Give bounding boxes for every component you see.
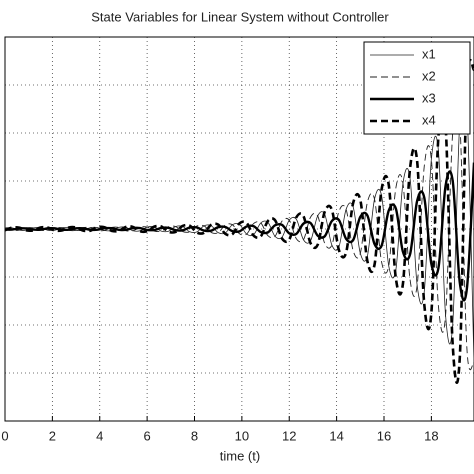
x-tick-label: 10 — [235, 428, 249, 443]
legend-box — [363, 41, 471, 135]
x-tick-label: 2 — [49, 428, 56, 443]
x-tick-label: 12 — [282, 428, 296, 443]
x-tick-label: 18 — [424, 428, 438, 443]
chart-title: State Variables for Linear System withou… — [91, 9, 389, 24]
series-line — [5, 162, 474, 302]
legend-label: x4 — [422, 112, 436, 127]
legend-label: x1 — [422, 46, 436, 61]
x-tick-label: 4 — [96, 428, 103, 443]
x-tick-label: 16 — [377, 428, 391, 443]
legend-label: x3 — [422, 90, 436, 105]
legend-label: x2 — [422, 68, 436, 83]
series-line — [5, 58, 474, 384]
x-tick-label: 14 — [329, 428, 343, 443]
series-line — [5, 100, 474, 371]
x-tick-label: 8 — [191, 428, 198, 443]
x-tick-label: 0 — [1, 428, 8, 443]
x-tick-label: 6 — [144, 428, 151, 443]
x-axis-label: time (t) — [220, 448, 260, 463]
